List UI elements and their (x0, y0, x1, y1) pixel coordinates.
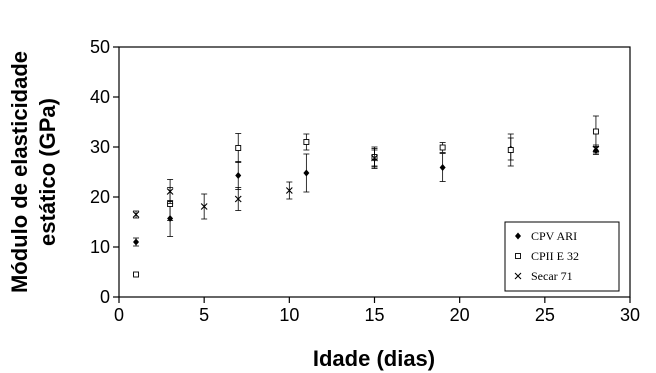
data-point (303, 169, 310, 177)
x-axis: 0 5 10 15 20 25 30 (114, 297, 640, 325)
x-tick-label: 0 (114, 305, 124, 325)
data-point (133, 238, 140, 246)
x-tick-label: 25 (535, 305, 555, 325)
data-point (439, 144, 446, 151)
data-point (285, 187, 293, 194)
data-point (200, 203, 208, 210)
data-point (592, 145, 600, 153)
x-tick-label: 20 (450, 305, 470, 325)
y-tick-label: 20 (90, 187, 110, 207)
legend-box (504, 221, 620, 292)
data-point (133, 271, 139, 278)
data-point (592, 128, 599, 135)
y-axis-title: Módulo de elasticidade estático (GPa) (7, 51, 60, 293)
x-tick-label: 10 (279, 305, 299, 325)
x-tick-label: 30 (620, 305, 640, 325)
y-axis: 0 10 20 30 40 50 (90, 37, 119, 307)
y-axis-title-line-2: estático (GPa) (35, 98, 60, 246)
y-tick-label: 10 (90, 237, 110, 257)
data-point (132, 211, 140, 218)
data-point (371, 154, 378, 162)
data-point (303, 139, 310, 145)
legend-marker (514, 272, 522, 280)
legend: CPV ARI CPII E 32 Secar 71 (504, 221, 620, 292)
y-axis-title-line-1: Módulo de elasticidade (7, 51, 32, 293)
data-point (507, 147, 514, 153)
x-axis-title: Idade (dias) (313, 346, 435, 371)
series-secar-71 (132, 144, 600, 220)
legend-items: CPV ARI CPII E 32 Secar 71 (514, 229, 579, 283)
y-tick-label: 40 (90, 87, 110, 107)
data-point (235, 172, 242, 179)
legend-label: Secar 71 (531, 269, 573, 283)
data-marks (132, 115, 600, 278)
data-point (234, 195, 242, 203)
data-point (235, 145, 242, 151)
y-tick-label: 50 (90, 37, 110, 57)
legend-marker (515, 232, 521, 240)
x-tick-label: 5 (199, 305, 209, 325)
legend-label: CPV ARI (531, 229, 577, 243)
y-tick-label: 0 (100, 287, 110, 307)
x-tick-label: 15 (364, 305, 384, 325)
data-point (439, 164, 446, 171)
data-point (166, 188, 174, 195)
legend-label: CPII E 32 (531, 249, 579, 263)
y-tick-label: 30 (90, 137, 110, 157)
legend-marker (515, 253, 521, 259)
